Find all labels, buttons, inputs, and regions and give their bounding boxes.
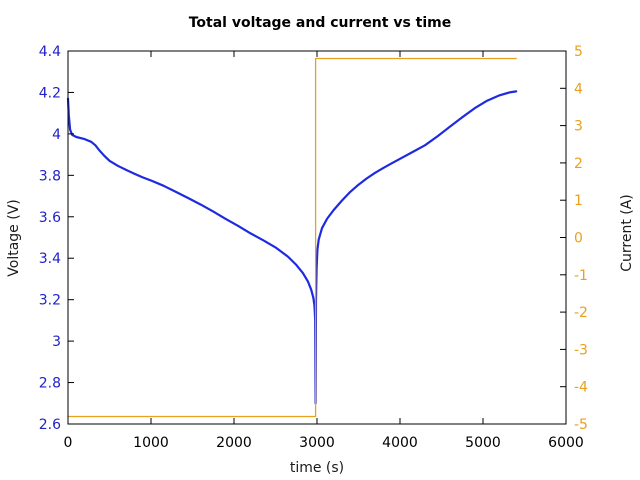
- y-tick-label-current: -4: [574, 380, 588, 396]
- y-tick-label-voltage: 3.6: [39, 210, 61, 226]
- y-tick-label-current: 2: [574, 156, 583, 172]
- y-tick-label-voltage: 3.4: [39, 251, 61, 267]
- y-tick-label-voltage: 4.4: [39, 44, 61, 60]
- series-voltage-line: [66, 90, 518, 405]
- x-tick-label: 6000: [548, 435, 584, 451]
- y-tick-label-current: 5: [574, 44, 583, 60]
- y-tick-label-current: 0: [574, 231, 583, 247]
- x-tick-label: 1000: [133, 435, 169, 451]
- y-tick-label-current: 1: [574, 193, 583, 209]
- x-tick-label: 5000: [465, 435, 501, 451]
- x-tick-label: 0: [64, 435, 73, 451]
- y-tick-label-current: 3: [574, 119, 583, 135]
- y-tick-label-voltage: 2.6: [39, 417, 61, 433]
- chart-title: Total voltage and current vs time: [188, 15, 452, 31]
- y-tick-label-voltage: 2.8: [39, 376, 61, 392]
- y-tick-label-current: -1: [574, 268, 588, 284]
- y-tick-label-voltage: 4.2: [39, 85, 61, 101]
- y-tick-label-current: -2: [574, 305, 588, 321]
- x-axis-label-time: time (s): [289, 460, 345, 476]
- y-tick-label-voltage: 3.8: [39, 168, 61, 184]
- series-current-line: [67, 57, 517, 418]
- plot-border: [67, 50, 567, 425]
- x-tick-label: 3000: [299, 435, 335, 451]
- y-tick-label-current: -3: [574, 342, 588, 358]
- y-tick-label-current: 4: [574, 81, 583, 97]
- y-tick-label-current: -5: [574, 417, 588, 433]
- y-tick-label-voltage: 4: [52, 127, 61, 143]
- y-tick-label-voltage: 3: [52, 334, 61, 350]
- y-tick-label-voltage: 3.2: [39, 293, 61, 309]
- x-tick-label: 2000: [216, 435, 252, 451]
- x-tick-label: 4000: [382, 435, 418, 451]
